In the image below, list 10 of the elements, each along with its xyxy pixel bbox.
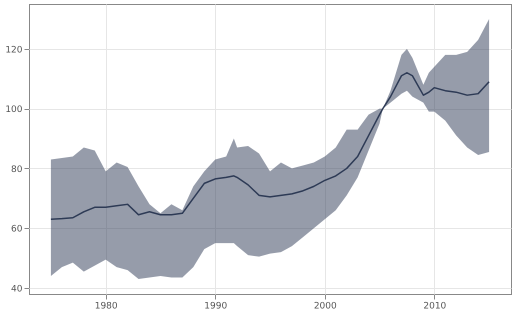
y-tick-label: 100: [5, 105, 23, 116]
x-tick-label: 2010: [423, 302, 447, 312]
y-tick-label: 60: [11, 224, 23, 235]
y-tick-label: 80: [11, 164, 23, 175]
y-tick-label: 120: [5, 45, 23, 56]
x-tick-label: 2000: [314, 302, 337, 312]
line-series: [50, 72, 490, 220]
x-tick-label: 1980: [94, 302, 118, 312]
x-tick-label: 1990: [204, 302, 228, 312]
y-tick-label: 40: [11, 284, 23, 295]
